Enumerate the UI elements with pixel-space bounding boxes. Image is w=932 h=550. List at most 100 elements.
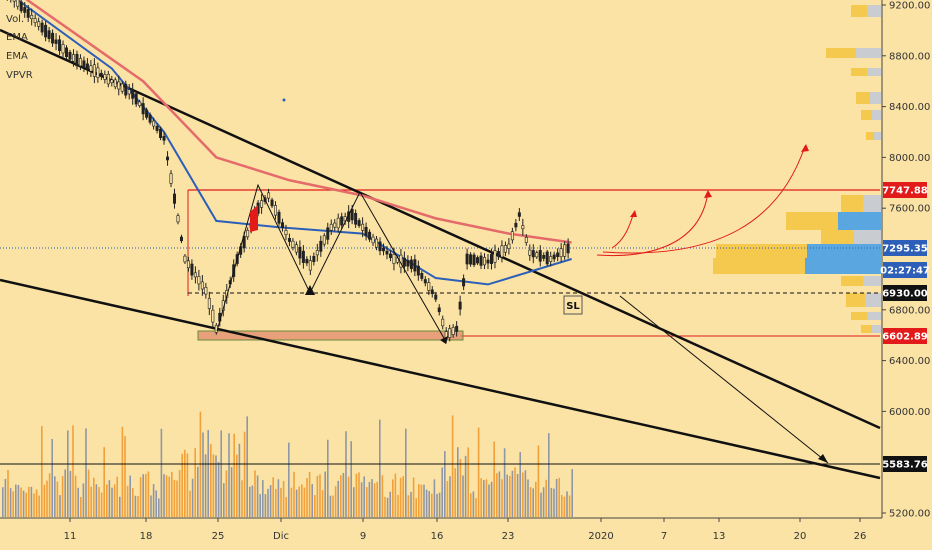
- candle-body: [117, 81, 121, 90]
- candle-body: [549, 256, 553, 262]
- candle-body: [183, 255, 187, 263]
- candle-body: [437, 307, 441, 313]
- candle-body: [40, 22, 44, 33]
- volume-bar: [490, 481, 493, 517]
- volume-bar: [22, 490, 25, 517]
- time-axis[interactable]: 11 18 25 Dic 9 16 23 2020 7 13 20 26: [64, 518, 867, 542]
- volume-bar: [464, 455, 467, 517]
- price-label-text: 6602.89: [882, 332, 928, 343]
- volume-bar: [51, 438, 53, 517]
- vp-bar-blue: [867, 312, 881, 320]
- volume-bar: [415, 498, 417, 517]
- support-zone: [197, 330, 464, 341]
- candle-body: [507, 243, 511, 249]
- volume-bar: [340, 475, 342, 517]
- candle-body: [409, 259, 413, 269]
- price-label-box: [883, 182, 927, 198]
- volume-bar: [256, 475, 259, 517]
- candle-body: [514, 222, 518, 228]
- candle-body: [458, 301, 462, 310]
- y-tick-label: 8000.00: [889, 153, 930, 164]
- arrowhead-icon: [818, 454, 828, 463]
- volume-bar: [80, 496, 82, 517]
- y-tick-label: 8800.00: [889, 51, 930, 62]
- candle-body: [193, 272, 197, 278]
- price-label-box: [883, 328, 927, 344]
- indicator-ema-2[interactable]: EMA: [6, 51, 28, 62]
- candle-body: [267, 192, 271, 199]
- candle-body: [430, 289, 434, 295]
- candle-body: [371, 236, 375, 244]
- y-tick-label: 6800.00: [889, 305, 930, 316]
- vp-bar-yellow: [861, 325, 872, 333]
- candle-body: [486, 259, 490, 264]
- volume-bar: [571, 469, 573, 517]
- price-axis[interactable]: 9200.00 8800.00 8400.00 8000.00 7600.00 6800.…: [882, 1, 930, 520]
- vp-bar-yellow: [856, 92, 870, 104]
- vp-bar-yellow: [821, 230, 854, 244]
- candle-body: [242, 235, 246, 249]
- volume-bar: [399, 477, 402, 517]
- candle-body: [538, 250, 542, 262]
- candle-body: [110, 79, 114, 84]
- volume-bar: [480, 478, 482, 517]
- volume-bar: [20, 487, 22, 517]
- vp-bar-yellow: [716, 244, 807, 258]
- vp-bar-blue: [838, 212, 881, 230]
- candle-body: [531, 250, 535, 258]
- candle-body: [559, 248, 563, 257]
- volume-bar: [17, 484, 20, 517]
- volume-bar: [420, 484, 423, 517]
- candle-body: [186, 260, 190, 269]
- candle-body: [472, 254, 476, 266]
- vp-bar-blue: [872, 325, 881, 333]
- vp-bar-yellow: [861, 110, 872, 120]
- vp-bar-yellow: [851, 5, 867, 17]
- volume-bar: [90, 486, 92, 517]
- candle-body: [375, 238, 379, 248]
- volume-bar: [438, 492, 441, 517]
- candle-body: [420, 273, 424, 279]
- volume-bar: [100, 492, 103, 517]
- volume-bar: [160, 428, 163, 517]
- indicator-vpvr[interactable]: VPVR: [6, 70, 33, 81]
- volume-bar: [129, 475, 131, 517]
- volume-bar: [246, 416, 248, 517]
- candle-body: [381, 247, 385, 252]
- candle-body: [200, 281, 204, 290]
- volume-bar: [324, 471, 326, 517]
- volume-bar: [204, 454, 207, 517]
- vp-bar-blue: [867, 68, 881, 76]
- candle-body: [542, 255, 546, 259]
- volume-bar: [106, 484, 108, 517]
- volume-bars: [2, 411, 573, 517]
- volume-bar: [152, 484, 155, 517]
- vp-bar-blue: [807, 244, 881, 258]
- candle-body: [469, 254, 473, 265]
- volume-bar: [436, 493, 438, 517]
- price-label-box: [883, 262, 927, 278]
- candle-body: [535, 252, 539, 258]
- volume-bar: [147, 471, 150, 517]
- indicator-vol[interactable]: Vol.: [6, 14, 25, 25]
- candle-body: [37, 21, 41, 27]
- volume-bar: [566, 491, 568, 517]
- volume-bar: [488, 484, 490, 517]
- candle-body: [556, 252, 560, 257]
- volume-bar: [319, 474, 321, 517]
- volume-bar: [334, 486, 337, 517]
- indicator-ema-1[interactable]: EMA: [6, 32, 28, 43]
- volume-bar: [158, 498, 160, 517]
- volume-bar: [220, 430, 222, 517]
- candle-body: [145, 109, 149, 118]
- vp-bar-yellow: [713, 258, 805, 274]
- candle-body: [204, 287, 208, 295]
- volume-bar: [431, 493, 433, 517]
- volume-bar: [69, 470, 72, 517]
- volume-bar: [389, 491, 391, 517]
- volume-bar: [550, 487, 553, 517]
- volume-bar: [67, 430, 69, 517]
- volume-bar: [381, 475, 384, 517]
